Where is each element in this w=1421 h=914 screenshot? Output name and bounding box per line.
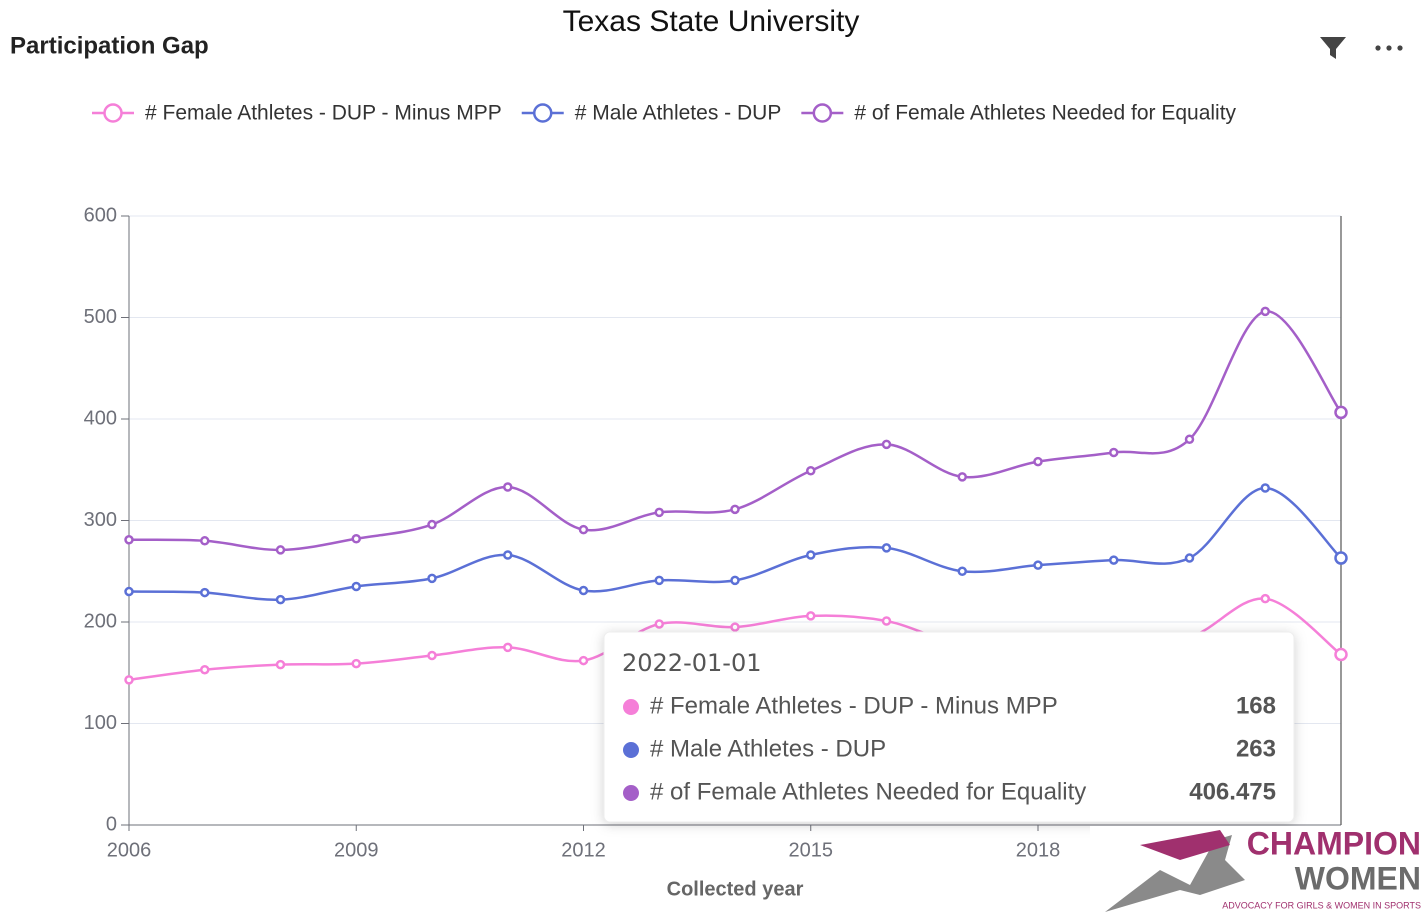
data-point [654,507,664,518]
data-point [806,611,816,621]
logo-cape [1140,830,1230,860]
tooltip-label: # Female Athletes - DUP - Minus MPP [650,692,1058,719]
y-tick-label: 500 [84,306,117,328]
data-point [957,472,967,482]
data-point [124,535,134,545]
legend-symbol [532,103,553,123]
data-point [427,573,437,584]
x-tick-label: 2015 [789,839,834,861]
tooltip-box [603,631,1295,823]
data-point [730,622,740,632]
data-point [1260,483,1270,493]
tooltip-title: 2022-01-01 [622,649,761,677]
data-point [806,550,816,560]
data-point [275,594,286,605]
data-point [730,575,740,586]
logo-figure [1105,835,1245,912]
logo: CHAMPION WOMEN ADVOCACY FOR GIRLS & WOME… [1090,825,1421,914]
x-tick-label: 2012 [561,839,606,861]
data-point [503,482,513,492]
legend-symbol [103,103,123,123]
filter-icon[interactable] [1320,37,1346,59]
data-point [1033,560,1043,570]
data-point [578,655,589,666]
chart-title: Texas State University [563,5,860,38]
data-point [578,585,589,596]
data-point [881,616,892,626]
data-point [1033,456,1043,467]
legend-label: # of Female Athletes Needed for Equality [854,102,1236,125]
data-point [654,619,664,629]
data-point [200,536,210,546]
x-tick-label: 2009 [334,839,379,861]
tooltip-label: # Male Athletes - DUP [650,735,886,762]
data-point [806,466,816,476]
logo-tagline: ADVOCACY FOR GIRLS & WOMEN IN SPORTS [1222,900,1421,910]
x-axis-title: Collected year [667,878,804,900]
legend-label: # Female Athletes - DUP - Minus MPP [145,102,502,125]
data-point [200,587,210,598]
logo-line2: WOMEN [1295,860,1421,896]
data-point [730,504,740,515]
tooltip: 2022-01-01 # Female Athletes - DUP - Min… [603,631,1295,823]
tooltip-value: 168 [1236,692,1276,719]
data-point [275,659,286,670]
data-point [1184,434,1195,445]
logo-line1: CHAMPION [1247,825,1421,861]
series-line [128,310,1343,552]
data-point [1109,447,1119,458]
y-tick-label: 300 [84,509,117,531]
legend-label: # Male Athletes - DUP [575,102,782,125]
data-point [1334,551,1348,565]
data-point [1184,553,1195,563]
data-point [275,545,286,555]
data-point [881,543,892,553]
data-point [124,675,134,685]
data-point [578,524,589,535]
y-tick-label: 600 [84,204,117,226]
tooltip-label: # of Female Athletes Needed for Equality [650,778,1086,805]
data-point [351,658,361,669]
data-point [1260,306,1270,317]
data-point [1109,555,1119,565]
tooltip-value: 406.475 [1189,778,1276,805]
data-point [654,575,664,586]
data-point [1260,593,1270,604]
data-point [503,642,513,653]
tooltip-swatch [623,742,639,758]
data-point [1334,647,1348,662]
data-point [881,439,892,450]
data-point [957,566,967,576]
more-icon[interactable] [1375,45,1403,51]
series-line [128,486,1342,601]
x-tick-label: 2006 [107,839,152,861]
tooltip-swatch [623,785,639,801]
data-point [351,581,361,592]
data-point [427,650,437,661]
data-point [503,550,513,560]
y-tick-label: 400 [84,407,117,429]
tooltip-value: 263 [1236,735,1276,762]
x-tick-label: 2018 [1016,839,1061,861]
data-point [351,534,361,544]
y-tick-label: 100 [84,712,117,734]
y-tick-label: 200 [84,610,117,632]
y-tick-label: 0 [106,813,117,835]
legend-symbol [812,103,833,123]
data-point [427,519,437,530]
data-point [1334,405,1348,420]
data-point [200,664,210,675]
data-point [124,586,134,597]
page-heading: Participation Gap [10,32,209,59]
tooltip-swatch [623,699,639,715]
